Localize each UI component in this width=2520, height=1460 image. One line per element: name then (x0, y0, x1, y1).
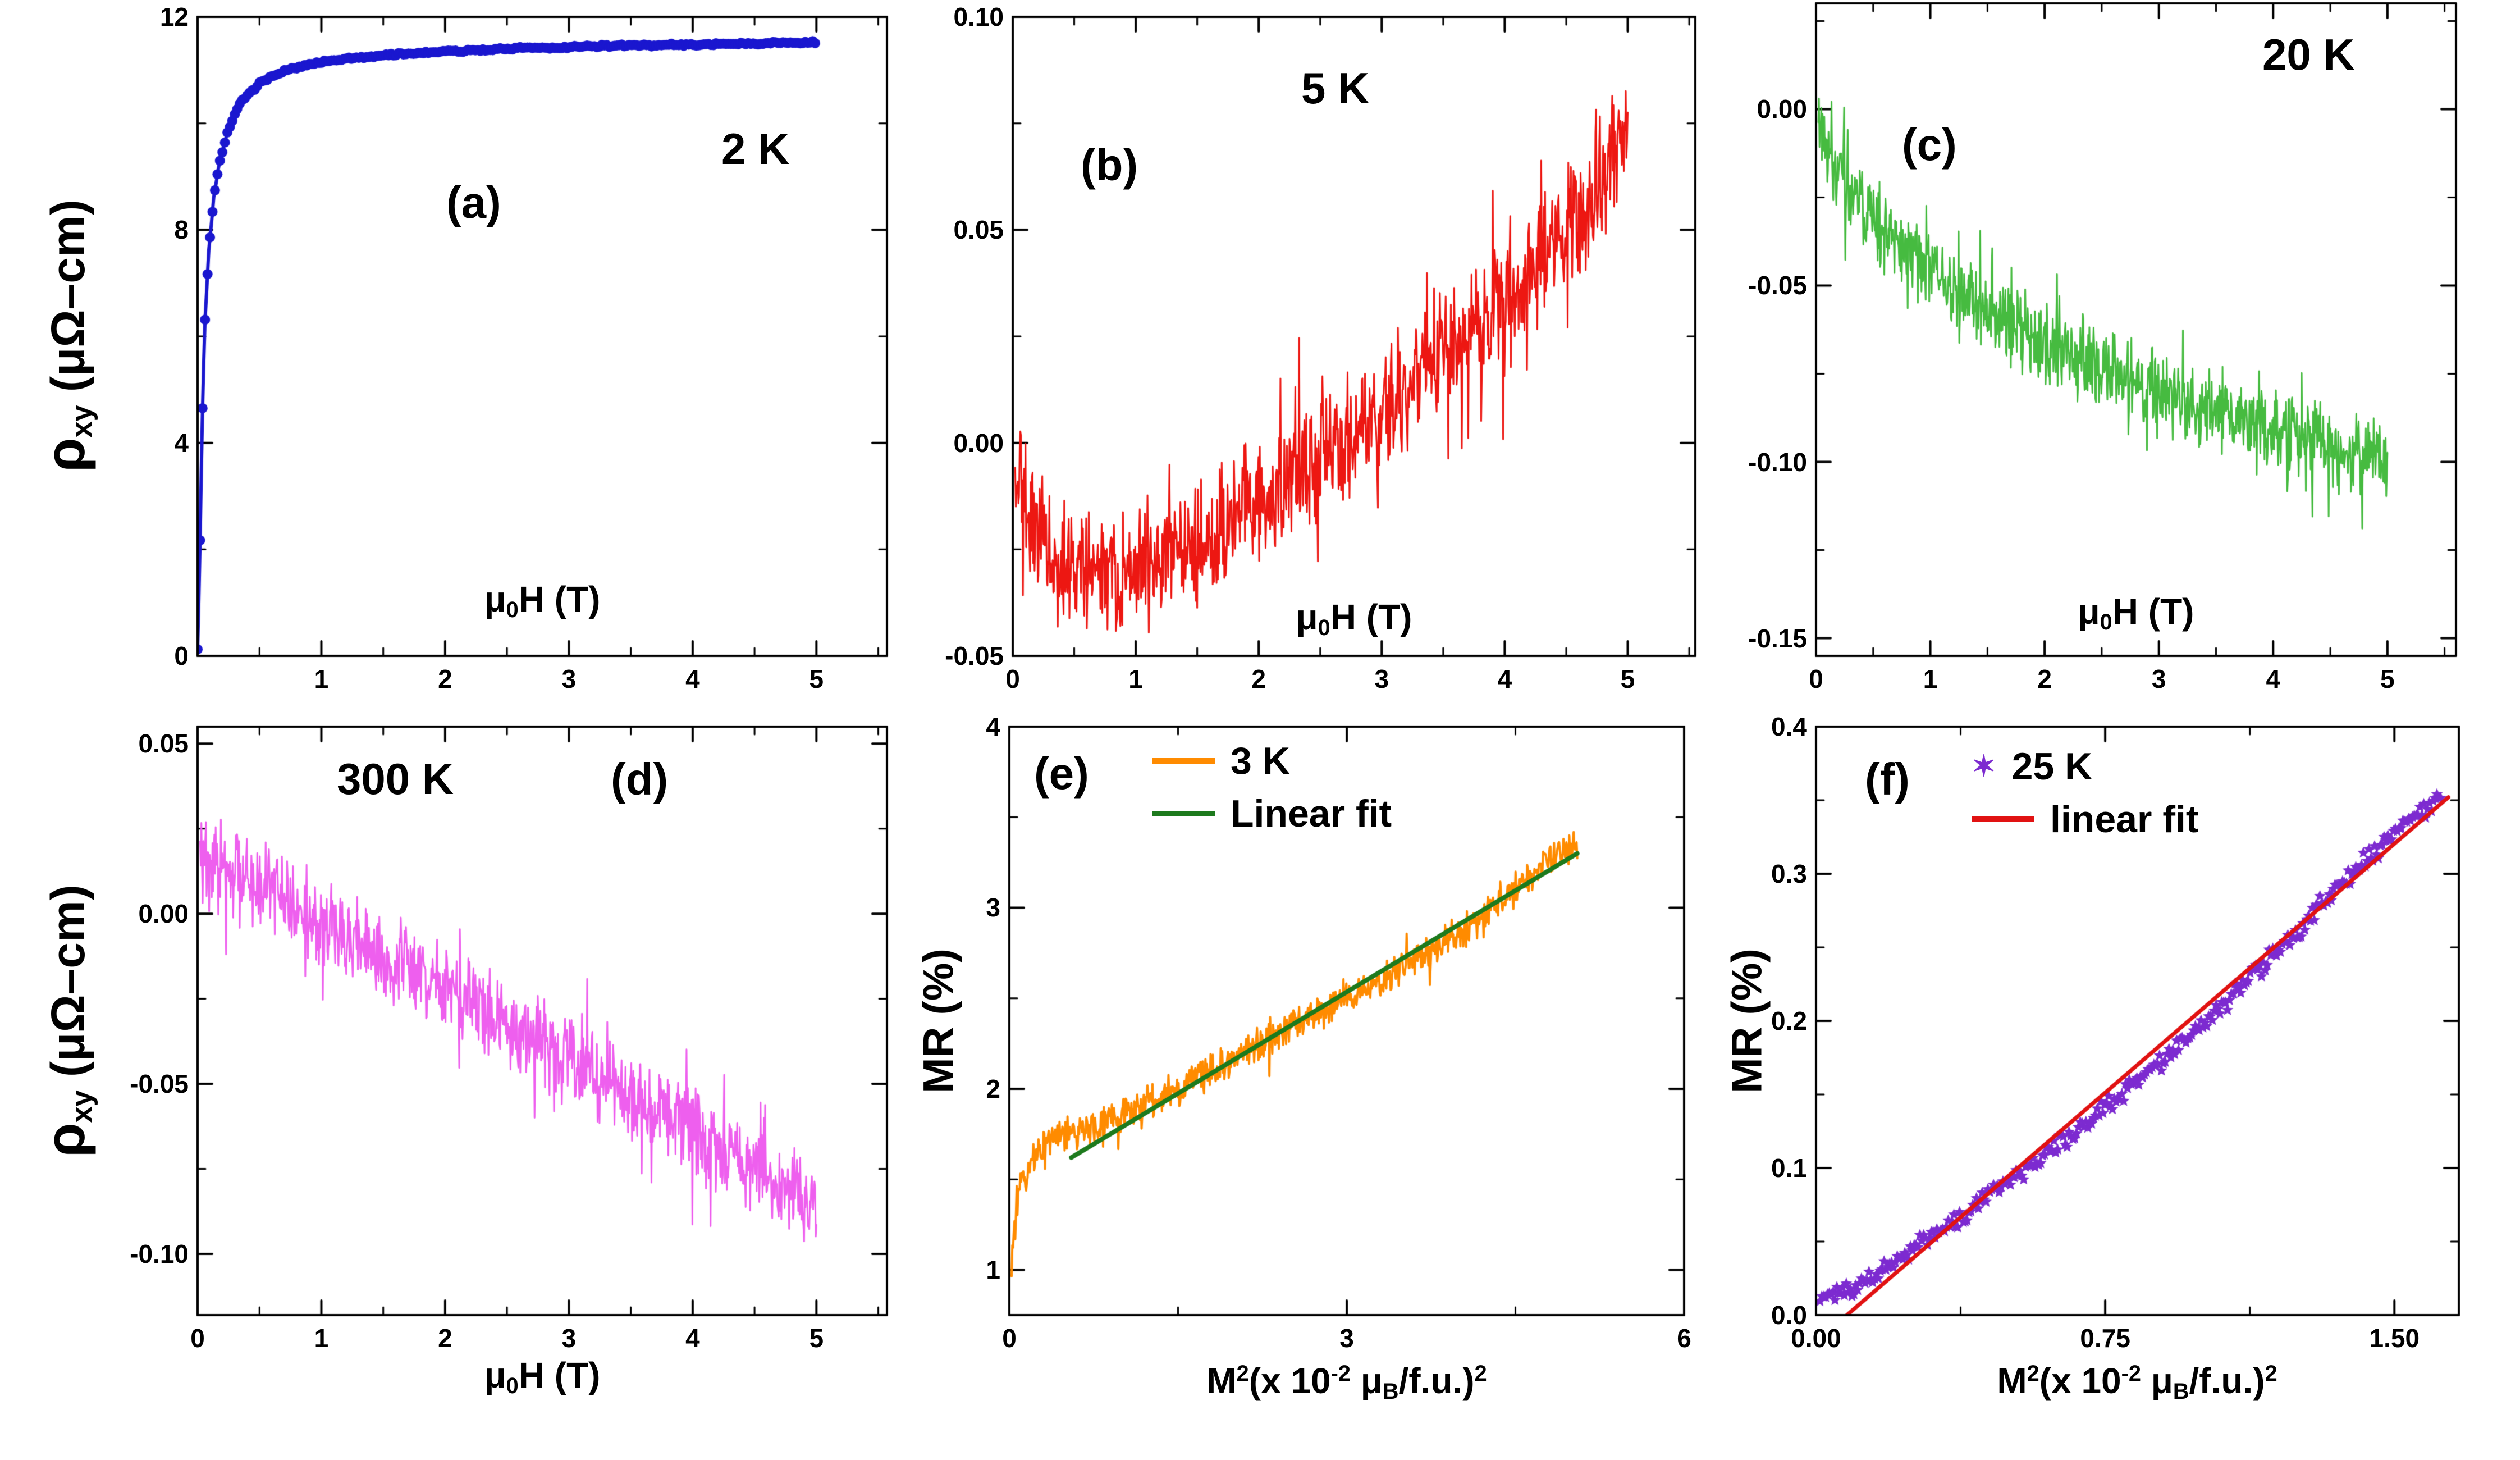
tick-label: 4 (685, 1324, 700, 1353)
y-axis-label-d: ρxy (μΩ–cm) (34, 884, 99, 1157)
x-axis-label-d: μ0H (T) (484, 1355, 601, 1398)
x-axis-label-f: M2(x 10-2 μB/f.u.)2 (1997, 1361, 2277, 1404)
tick-label: 1 (986, 1255, 1000, 1285)
panel-letter-f: (f) (1865, 754, 1910, 804)
tick-label: 8 (174, 215, 189, 245)
tick-label: 12 (159, 2, 189, 31)
tick-label: 4 (2266, 664, 2281, 694)
legend-item: linear fit (1972, 797, 2199, 841)
tick-label: 6 (1677, 1324, 1691, 1353)
tick-label: 3 (1374, 664, 1389, 694)
tick-label: 3 (1339, 1324, 1354, 1353)
tick-label: 0.05 (953, 215, 1004, 245)
legend-item: 3 K (1152, 739, 1392, 783)
legend-f: ✶ 25 K linear fit (1972, 745, 2199, 841)
tick-label: 0.2 (1771, 1006, 1807, 1035)
tick-label: 5 (1620, 664, 1635, 694)
legend-line-swatch (1972, 816, 2034, 822)
tick-label: 5 (2380, 664, 2395, 694)
tick-label: 0 (190, 1324, 205, 1353)
tick-label: 0 (1002, 1324, 1017, 1353)
tick-label: 2 (438, 664, 452, 694)
temperature-label-c: 20 K (2262, 30, 2355, 79)
tick-label: 4 (986, 712, 1000, 741)
temperature-label-b: 5 K (1301, 63, 1370, 113)
tick-label: 2 (438, 1324, 452, 1353)
legend-label: 25 K (2011, 745, 2093, 788)
legend-label: 3 K (1231, 740, 1290, 782)
tick-label: 3 (561, 1324, 577, 1353)
tick-label: 3 (2151, 664, 2166, 694)
tick-label: -0.05 (945, 641, 1004, 670)
legend-item: Linear fit (1152, 792, 1392, 836)
tick-label: 0.00 (1791, 1324, 1841, 1353)
tick-label: 0.75 (2080, 1324, 2130, 1353)
temperature-label-a: 2 K (721, 124, 790, 174)
tick-label: -0.05 (1748, 271, 1807, 300)
tick-label: 4 (685, 664, 700, 694)
legend-line-swatch (1152, 811, 1215, 816)
y-axis-label-e: MR (%) (914, 948, 963, 1093)
tick-label: -0.15 (1748, 623, 1807, 653)
tick-label: 5 (809, 664, 824, 694)
tick-label: 0 (1005, 664, 1020, 694)
x-axis-label-c: μ0H (T) (2078, 591, 2194, 635)
legend-star-swatch: ✶ (1972, 750, 1996, 783)
legend-label: linear fit (2050, 798, 2199, 841)
tick-label: 5 (809, 1324, 824, 1353)
tick-label: 1 (1923, 664, 1938, 694)
tick-label: 0.00 (138, 899, 189, 929)
tick-label: -0.05 (130, 1069, 189, 1099)
tick-label: -0.10 (130, 1239, 189, 1269)
tick-label: -0.10 (1748, 447, 1807, 477)
tick-label: 0.05 (138, 729, 189, 759)
legend-e: 3 K Linear fit (1152, 739, 1392, 836)
temperature-label-d: 300 K (337, 754, 454, 804)
x-axis-label-a: μ0H (T) (484, 579, 601, 622)
panel-letter-e: (e) (1034, 749, 1089, 799)
tick-label: 1 (314, 1324, 329, 1353)
legend-line-swatch (1152, 758, 1215, 764)
tick-label: 2 (986, 1074, 1000, 1103)
tick-label: 0 (174, 641, 189, 670)
x-axis-label-e: M2(x 10-2 μB/f.u.)2 (1206, 1361, 1487, 1404)
tick-label: 0.4 (1771, 712, 1807, 741)
tick-label: 4 (1497, 664, 1512, 694)
tick-label: 1 (314, 664, 329, 694)
legend-item: ✶ 25 K (1972, 745, 2199, 788)
y-axis-label-a: ρxy (μΩ–cm) (34, 199, 99, 472)
tick-label: 3 (561, 664, 577, 694)
tick-label: 0.00 (1757, 94, 1807, 124)
legend-label: Linear fit (1231, 792, 1392, 835)
panel-letter-b: (b) (1081, 140, 1138, 190)
tick-label: 0.10 (953, 2, 1004, 31)
tick-label: 0.3 (1771, 859, 1807, 888)
tick-label: 0.00 (953, 428, 1004, 458)
panel-letter-d: (d) (611, 754, 669, 804)
panel-letter-c: (c) (1902, 120, 1957, 170)
tick-label: 4 (174, 428, 189, 458)
y-axis-label-f: MR (%) (1723, 948, 1771, 1093)
panel-letter-a: (a) (446, 177, 501, 227)
tick-label: 1.50 (2369, 1324, 2420, 1353)
x-axis-label-b: μ0H (T) (1296, 597, 1412, 640)
tick-label: 3 (986, 893, 1000, 923)
tick-label: 0.0 (1771, 1301, 1807, 1330)
tick-label: 2 (1251, 664, 1266, 694)
tick-label: 0 (1809, 664, 1823, 694)
tick-label: 0.1 (1771, 1153, 1807, 1183)
tick-label: 2 (2037, 664, 2052, 694)
tick-label: 1 (1128, 664, 1143, 694)
